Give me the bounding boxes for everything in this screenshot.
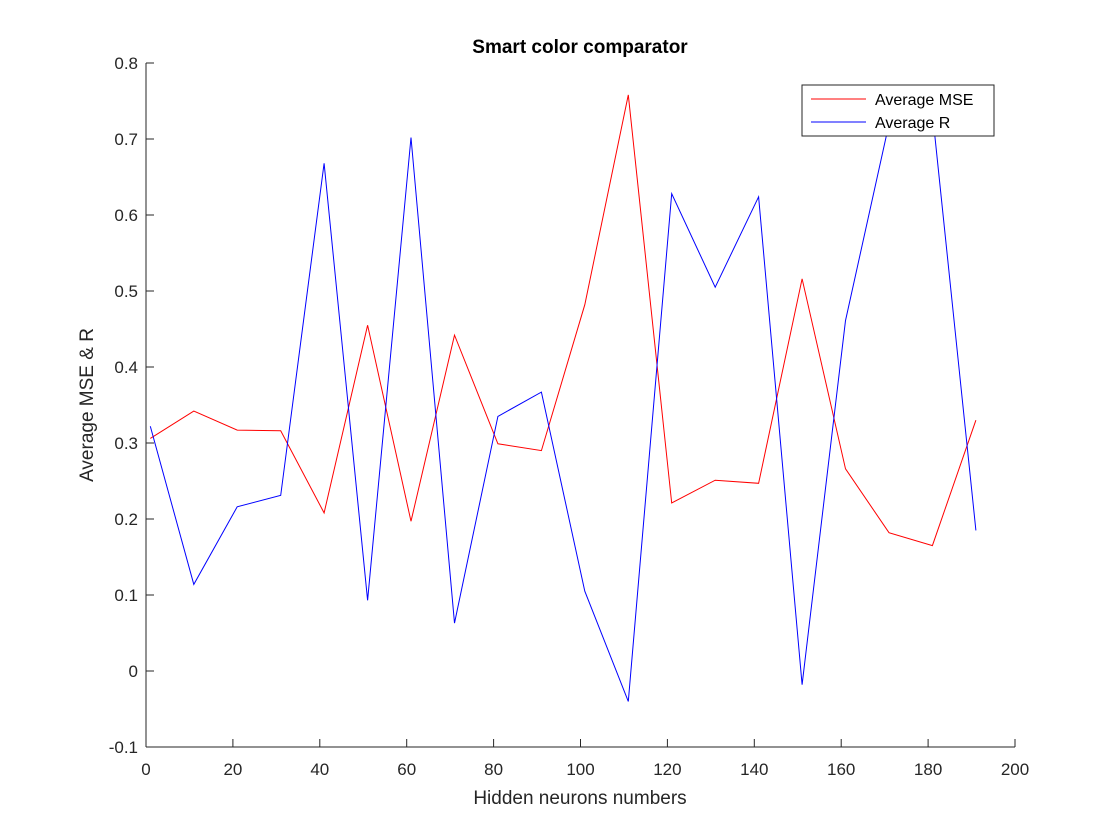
legend: Average MSE Average R (801, 84, 995, 137)
y-tick-label: 0.3 (114, 434, 138, 453)
legend-label-average-r: Average R (875, 115, 950, 132)
x-tick-label: 200 (1001, 760, 1029, 779)
legend-box (801, 84, 995, 137)
y-tick-label: 0 (129, 662, 138, 681)
plot-area (146, 63, 1015, 747)
x-tick-label: 160 (827, 760, 855, 779)
chart-title: Smart color comparator (472, 37, 688, 58)
y-tick-label: 0.6 (114, 206, 138, 225)
x-axis-title: Hidden neurons numbers (473, 788, 686, 809)
x-tick-label: 0 (141, 760, 150, 779)
x-tick-label: 100 (566, 760, 594, 779)
x-tick-label: 140 (740, 760, 768, 779)
x-tick-label: 40 (310, 760, 329, 779)
y-tick-label: 0.2 (114, 510, 138, 529)
y-tick-label: 0.8 (114, 54, 138, 73)
series-line-average-mse (150, 94, 977, 547)
x-tick-label: 80 (484, 760, 503, 779)
x-tick-label: 120 (653, 760, 681, 779)
y-tick-label: 0.7 (114, 130, 138, 149)
series-line-average-r (149, 111, 977, 702)
x-tick-label: 60 (397, 760, 416, 779)
y-axis-title: Average MSE & R (77, 328, 98, 482)
x-tick-label: 20 (223, 760, 242, 779)
y-ticks: -0.1 0 0.1 0.2 0.3 0.4 0.5 0.6 0.7 0.8 (109, 54, 154, 757)
series-layer (149, 94, 977, 702)
y-tick-label: 0.1 (114, 586, 138, 605)
x-tick-label: 180 (914, 760, 942, 779)
legend-label-average-mse: Average MSE (875, 92, 973, 109)
y-tick-label: 0.5 (114, 282, 138, 301)
y-tick-label: -0.1 (109, 738, 138, 757)
x-ticks: 0 20 40 60 80 100 120 140 160 180 200 (141, 739, 1029, 779)
y-tick-label: 0.4 (114, 358, 138, 377)
